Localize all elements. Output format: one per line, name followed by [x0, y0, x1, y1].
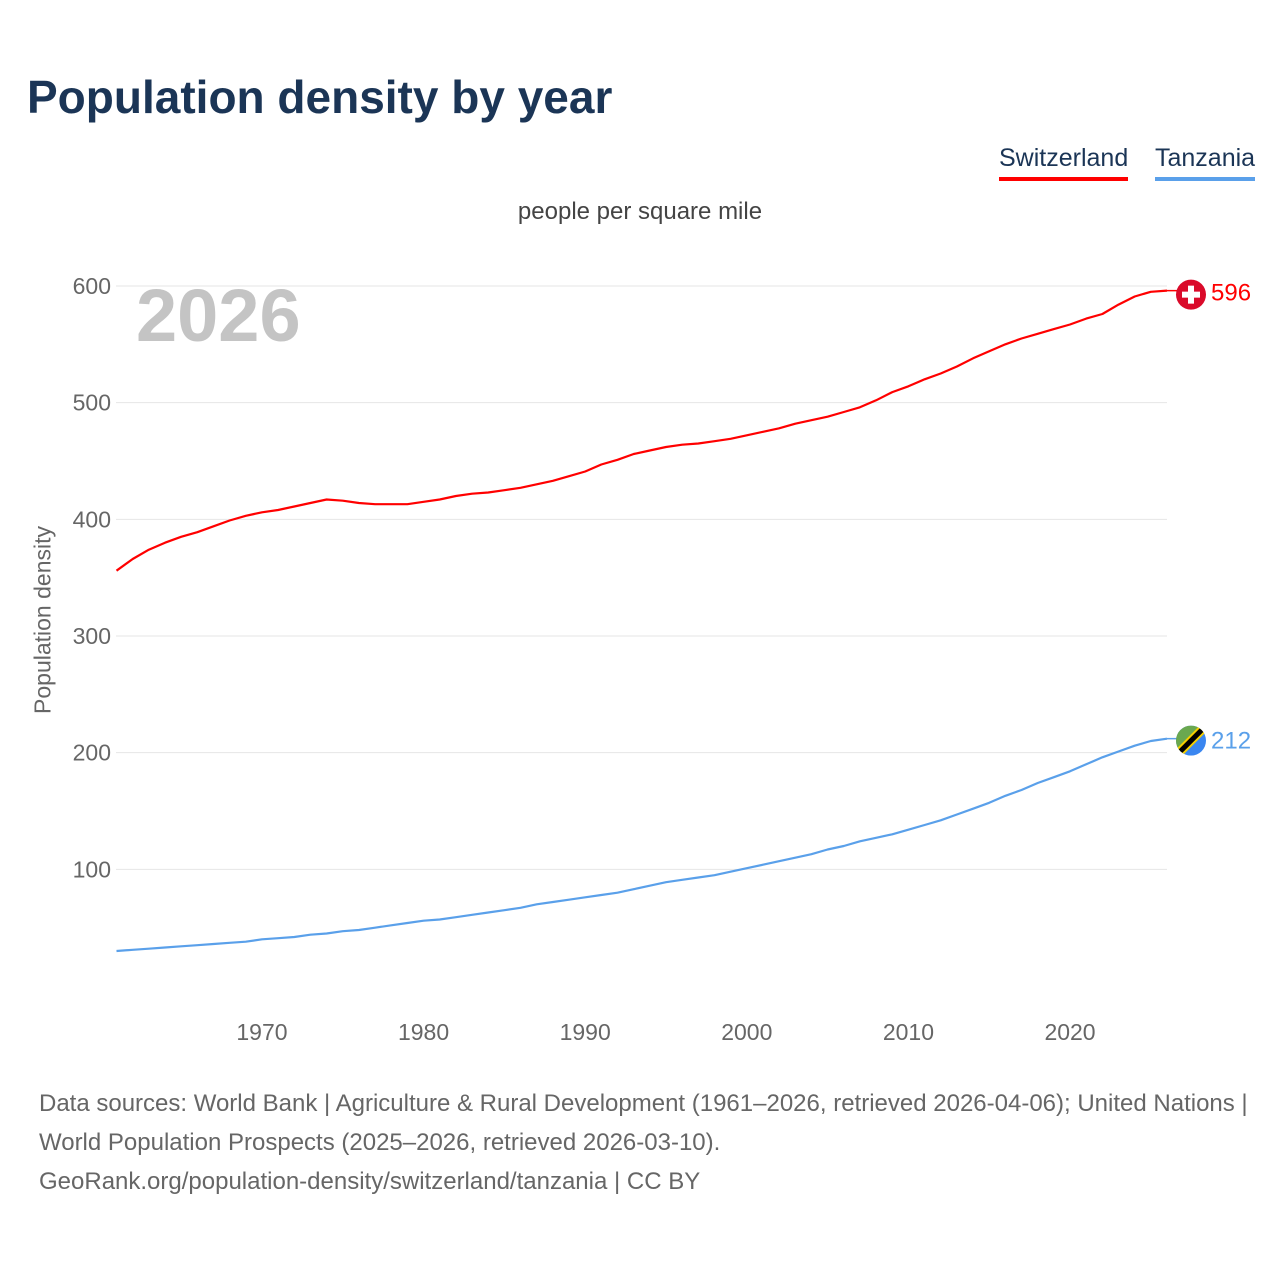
- y-tick-label: 300: [73, 623, 111, 649]
- y-tick-label: 100: [73, 856, 111, 882]
- x-tick-label: 1970: [236, 1019, 287, 1045]
- line-chart: 100 200 300 400 500 600 1970 1980 1990 2000 2010 20…: [73, 273, 1251, 1045]
- x-tick-label: 2010: [883, 1019, 934, 1045]
- chart-subtitle: people per square mile: [517, 198, 763, 225]
- y-tick-label: 200: [73, 740, 111, 766]
- footer: Data sources: World Bank | Agriculture &…: [39, 1084, 1249, 1201]
- x-tick-label: 1980: [398, 1019, 449, 1045]
- tanzania-flag-icon: [1176, 725, 1206, 756]
- y-tick-label: 400: [73, 506, 111, 532]
- year-overlay: 2026: [136, 274, 301, 357]
- data-sources: Data sources: World Bank | Agriculture &…: [39, 1090, 1248, 1156]
- x-tick-label: 1990: [560, 1019, 611, 1045]
- end-value-label: 212: [1211, 728, 1251, 755]
- x-tick-label: 2020: [1044, 1019, 1095, 1045]
- y-tick-label: 600: [73, 273, 111, 299]
- legend-tanzania[interactable]: Tanzania: [1155, 144, 1256, 181]
- flag-cross: [1182, 291, 1200, 298]
- end-value-label: 596: [1211, 280, 1251, 307]
- series-line-switzerland: [115, 289, 1168, 572]
- chart-title: Population density by year: [27, 71, 613, 123]
- source-link[interactable]: GeoRank.org/population-density/switzerla…: [39, 1168, 701, 1195]
- y-tick-label: 500: [73, 390, 111, 416]
- x-tick-label: 2000: [721, 1019, 772, 1045]
- legend-switzerland[interactable]: Switzerland: [999, 144, 1129, 181]
- series-line-tanzania: [116, 737, 1168, 953]
